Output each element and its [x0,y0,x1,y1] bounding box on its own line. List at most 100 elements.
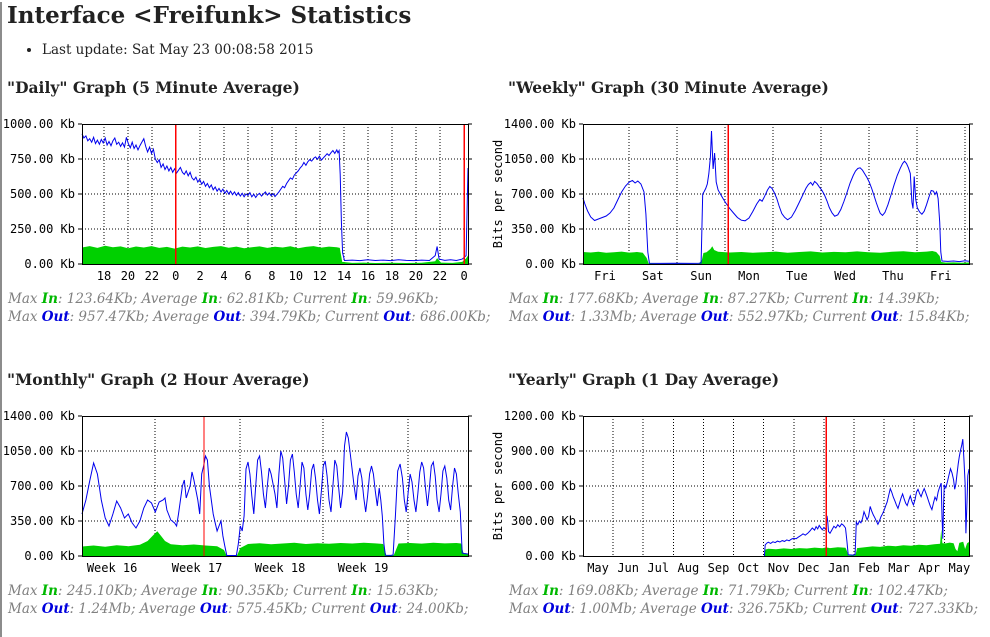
x-axis-tick-label: Dec [798,561,820,575]
daily-graph-canvas: 1000.00 Kb 750.00 Kb 500.00 Kb 250.00 Kb 0.0… [3,117,472,283]
in-keyword: In [542,583,559,599]
out-traffic-line [81,431,469,556]
x-axis-tick-label: May [587,561,609,575]
x-axis-tick-label: Feb [858,561,880,575]
x-axis-tick-label: Week 18 [255,561,306,575]
graphs-row-bottom: "Monthly" Graph (2 Hour Average) 1400.00… [0,370,990,618]
y-axis-tick-label: 900.00 Kb [511,444,576,458]
daily-section: "Daily" Graph (5 Minute Average) 1000.00… [0,78,491,326]
out-traffic-line [582,130,970,264]
monthly-section: "Monthly" Graph (2 Hour Average) 1400.00… [0,370,490,618]
out-keyword: Out [369,600,398,617]
x-axis-tick-label: 18 [385,269,399,283]
in-keyword: In [542,291,559,307]
x-axis-tick-label: Sun [690,269,712,283]
x-axis-tick-label: 14 [337,269,351,283]
x-axis-tick-label: Jan [828,561,850,575]
in-traffic-area [583,246,969,264]
y-axis-tick-label: 0.00 Kb [525,549,576,563]
out-keyword: Out [870,600,899,617]
in-keyword: In [41,291,58,307]
stats-line-out: Max Out: 957.47Kb; Average Out: 394.79Kb… [8,308,491,325]
x-axis-tick-label: May [949,561,971,575]
y-axis-tick-label: 1050.00 Kb [3,444,75,458]
monthly-graph-canvas: 1400.00 Kb 1050.00 Kb 700.00 Kb 350.00 Kb 0.… [3,409,472,575]
update-list: Last update: Sat May 23 00:08:58 2015 [0,42,990,58]
x-axis-tick-label: Sat [642,269,664,283]
yearly-graph-canvas: 1200.00 Kb 900.00 Kb 600.00 Kb 300.00 Kb 0.0… [491,409,973,575]
stats-line-out: Max Out: 1.24Mb; Average Out: 575.45Kb; … [8,600,469,617]
x-axis-tick-label: 20 [121,269,135,283]
yearly-stats: Max In: 169.08Kb; Average In: 71.79Kb; C… [509,583,990,618]
x-axis-tick-label: Wed [834,269,856,283]
in-keyword: In [201,291,218,307]
monthly-stats: Max In: 245.10Kb; Average In: 90.35Kb; C… [8,583,490,618]
x-axis-tick-label: Tue [786,269,808,283]
x-axis-tick-label: Mar [888,561,910,575]
stats-line-in: Max In: 245.10Kb; Average In: 90.35Kb; C… [8,583,439,599]
yearly-graph: 1200.00 Kb 900.00 Kb 600.00 Kb 300.00 Kb 0.0… [490,398,990,578]
yearly-graph-heading: "Yearly" Graph (1 Day Average) [508,370,780,389]
out-keyword: Out [870,308,899,325]
stats-line-out: Max Out: 1.33Mb; Average Out: 552.97Kb; … [509,308,970,325]
y-axis-tick-label: 700.00 Kb [10,479,75,493]
x-axis-tick-label: 6 [244,269,251,283]
y-axis-tick-label: 1050.00 Kb [504,152,576,166]
y-axis-tick-label: 250.00 Kb [10,222,75,236]
in-keyword: In [351,583,368,599]
monthly-graph: 1400.00 Kb 1050.00 Kb 700.00 Kb 350.00 Kb 0.… [0,398,490,578]
out-keyword: Out [41,308,70,325]
y-axis-tick-label: 350.00 Kb [10,514,75,528]
x-axis-tick-label: Oct [738,561,760,575]
weekly-graph-canvas: 1400.00 Kb 1050.00 Kb 700.00 Kb 350.00 Kb 0.… [491,117,973,283]
x-axis-tick-label: Jun [617,561,639,575]
x-axis-tick-label: Apr [918,561,940,575]
y-axis-tick-label: 700.00 Kb [511,187,576,201]
y-axis-tick-label: 1400.00 Kb [504,117,576,131]
y-axis-tick-label: 1000.00 Kb [3,117,75,131]
x-axis-tick-label: 0 [461,269,468,283]
weekly-section: "Weekly" Graph (30 Minute Average) 1400.… [490,78,990,326]
in-traffic-area [764,529,969,556]
out-keyword: Out [701,308,729,325]
out-traffic-line [81,133,469,262]
x-axis-tick-label: 2 [196,269,203,283]
in-keyword: In [41,583,58,599]
out-keyword: Out [542,600,571,617]
x-axis-tick-label: 20 [409,269,423,283]
y-axis-tick-label: 500.00 Kb [10,187,75,201]
x-axis-tick-label: Jul [647,561,669,575]
y-axis-title: Bits per second [491,432,505,540]
x-axis-tick-label: 22 [145,269,159,283]
y-axis-tick-label: 600.00 Kb [511,479,576,493]
daily-stats: Max In: 123.64Kb; Average In: 62.81Kb; C… [8,291,490,326]
weekly-stats: Max In: 177.68Kb; Average In: 87.27Kb; C… [509,291,990,326]
x-axis-tick-label: Fri [594,269,616,283]
in-traffic-area [82,245,468,264]
y-axis-tick-label: 750.00 Kb [10,152,75,166]
in-keyword: In [201,583,218,599]
x-axis-tick-label: Mon [738,269,760,283]
x-axis-tick-label: 22 [433,269,447,283]
x-axis-tick-label: 16 [361,269,375,283]
x-axis-tick-label: Week 16 [87,561,138,575]
y-axis-tick-label: 300.00 Kb [511,514,576,528]
out-keyword: Out [383,308,412,325]
out-keyword: Out [41,600,70,617]
x-axis-tick-label: 12 [313,269,327,283]
monthly-graph-heading: "Monthly" Graph (2 Hour Average) [7,370,310,389]
daily-graph: 1000.00 Kb 750.00 Kb 500.00 Kb 250.00 Kb 0.0… [0,106,490,286]
yearly-section: "Yearly" Graph (1 Day Average) 1200.00 K… [490,370,990,618]
x-axis-tick-label: Aug [678,561,700,575]
x-axis-tick-label: Week 17 [172,561,223,575]
x-axis-tick-label: Thu [882,269,904,283]
stats-line-out: Max Out: 1.00Mb; Average Out: 326.75Kb; … [509,600,979,617]
y-axis-tick-label: 0.00 Kb [525,257,576,271]
out-keyword: Out [213,308,242,325]
in-traffic-area [82,531,468,556]
page-title: Interface <Freifunk> Statistics [7,2,412,29]
daily-graph-heading: "Daily" Graph (5 Minute Average) [7,78,300,97]
in-keyword: In [702,583,719,599]
weekly-graph-heading: "Weekly" Graph (30 Minute Average) [508,78,829,97]
last-update-item: Last update: Sat May 23 00:08:58 2015 [42,42,990,58]
